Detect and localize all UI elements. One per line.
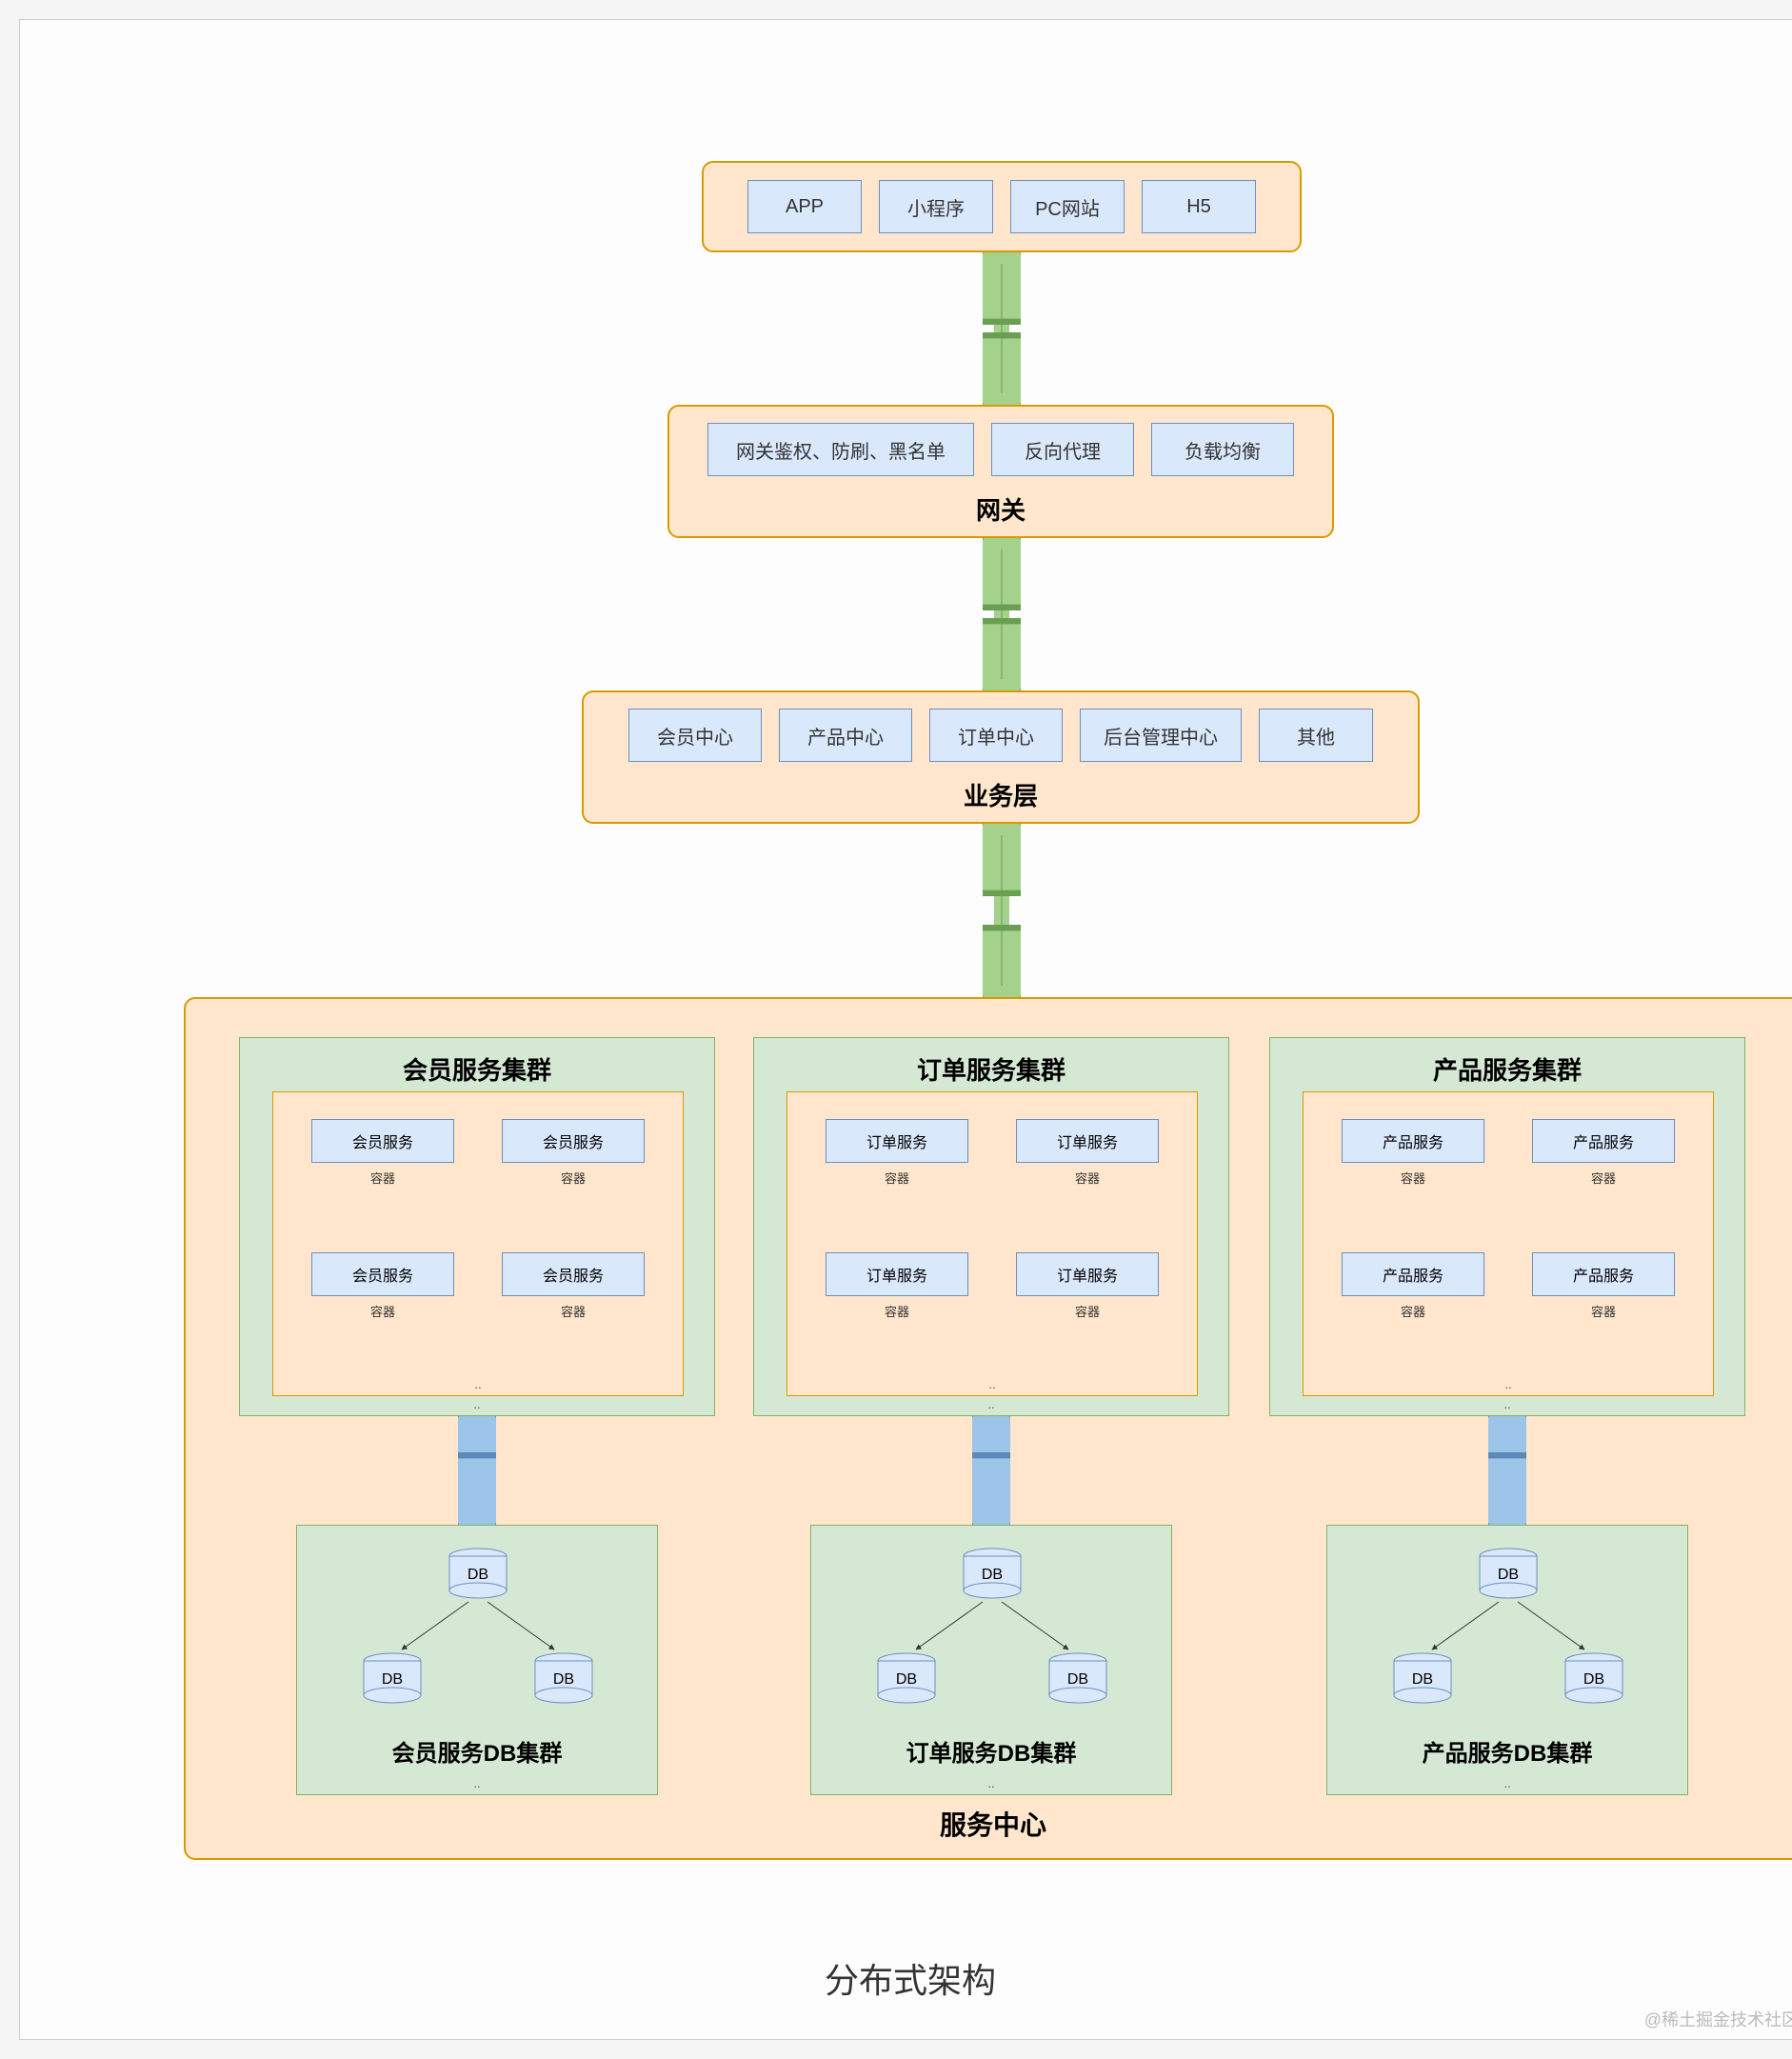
svc-box: 产品服务 (1532, 1252, 1675, 1296)
svg-text:DB: DB (1412, 1671, 1433, 1688)
svc-box: 订单服务 (1016, 1252, 1159, 1296)
db-product-title: 产品服务DB集群 (1327, 1734, 1687, 1768)
cluster-member-title: 会员服务集群 (240, 1038, 714, 1096)
svc-box: 产品服务 (1532, 1119, 1675, 1163)
svc-box: 订单服务 (826, 1119, 968, 1163)
ellipsis: .. (473, 1397, 480, 1411)
svg-text:DB: DB (1498, 1567, 1519, 1583)
db-cluster-order: DB DB DB 订单服务DB集群 .. (810, 1525, 1172, 1795)
container-label: 容器 (1532, 1169, 1675, 1187)
svg-text:DB: DB (982, 1567, 1003, 1583)
cluster-product-inner: 产品服务 容器 产品服务 容器 产品服务 容器 产品服务 容器 .. (1303, 1091, 1714, 1396)
cluster-order-title: 订单服务集群 (754, 1038, 1228, 1096)
cluster-member: 会员服务集群 会员服务 容器 会员服务 容器 会员服务 容器 会员服务 容器 .… (239, 1037, 715, 1416)
biz-order: 订单中心 (929, 709, 1063, 762)
container-label: 容器 (1342, 1302, 1484, 1320)
db-cluster-product: DB DB DB 产品服务DB集群 .. (1326, 1525, 1688, 1795)
cluster-order-inner: 订单服务 容器 订单服务 容器 订单服务 容器 订单服务 容器 .. (786, 1091, 1198, 1396)
container-label: 容器 (826, 1302, 968, 1320)
business-label: 业务层 (584, 777, 1418, 812)
container-label: 容器 (1016, 1169, 1159, 1187)
svc-box: 产品服务 (1342, 1252, 1484, 1296)
ellipsis: .. (1503, 1397, 1510, 1411)
svg-text:DB: DB (1067, 1671, 1088, 1688)
container-label: 容器 (311, 1169, 454, 1187)
cluster-product-title: 产品服务集群 (1270, 1038, 1744, 1096)
db-tree-icon: DB DB DB (1327, 1526, 1689, 1735)
biz-other: 其他 (1259, 709, 1373, 762)
cluster-product: 产品服务集群 产品服务 容器 产品服务 容器 产品服务 容器 产品服务 容器 .… (1269, 1037, 1745, 1416)
business-layer: 会员中心 产品中心 订单中心 后台管理中心 其他 业务层 (582, 690, 1420, 824)
arrow-order-db (972, 1416, 1010, 1525)
ellipsis: .. (1503, 1776, 1510, 1790)
cluster-member-inner: 会员服务 容器 会员服务 容器 会员服务 容器 会员服务 容器 .. (272, 1091, 684, 1396)
svg-text:DB: DB (468, 1567, 488, 1583)
svc-box: 订单服务 (826, 1252, 968, 1296)
client-pc: PC网站 (1010, 180, 1125, 233)
gateway-auth: 网关鉴权、防刷、黑名单 (707, 423, 974, 476)
arrow-gateway-business (983, 538, 1021, 690)
ellipsis: .. (987, 1776, 994, 1790)
ellipsis: .. (988, 1377, 995, 1391)
ellipsis: .. (474, 1377, 481, 1391)
arrow-business-service (983, 824, 1021, 997)
arrow-product-db (1488, 1416, 1526, 1525)
db-member-title: 会员服务DB集群 (297, 1734, 657, 1768)
svg-text:DB: DB (1583, 1671, 1604, 1688)
ellipsis: .. (987, 1397, 994, 1411)
arrow-clients-gateway (983, 252, 1021, 405)
container-label: 容器 (1016, 1302, 1159, 1320)
biz-admin: 后台管理中心 (1080, 709, 1242, 762)
client-h5: H5 (1142, 180, 1256, 233)
biz-member: 会员中心 (628, 709, 762, 762)
diagram-canvas: APP 小程序 PC网站 H5 网关鉴权、防刷、黑名单 反向代理 负载均衡 网关 (19, 19, 1792, 2040)
gateway-label: 网关 (669, 491, 1332, 527)
svc-box: 会员服务 (311, 1252, 454, 1296)
container-label: 容器 (826, 1169, 968, 1187)
container-label: 容器 (502, 1169, 645, 1187)
client-app: APP (747, 180, 862, 233)
ellipsis: .. (1504, 1377, 1511, 1391)
svg-text:DB: DB (553, 1671, 574, 1688)
db-cluster-member: DB DB DB 会员服务DB集群 .. (296, 1525, 658, 1795)
db-tree-icon: DB DB DB (297, 1526, 659, 1735)
gateway-proxy: 反向代理 (991, 423, 1134, 476)
svc-box: 会员服务 (502, 1119, 645, 1163)
cluster-order: 订单服务集群 订单服务 容器 订单服务 容器 订单服务 容器 订单服务 容器 .… (753, 1037, 1229, 1416)
gateway-layer: 网关鉴权、防刷、黑名单 反向代理 负载均衡 网关 (667, 405, 1334, 538)
db-tree-icon: DB DB DB (811, 1526, 1173, 1735)
watermark: @稀土掘金技术社区 (1644, 2007, 1792, 2031)
svg-text:DB: DB (896, 1671, 917, 1688)
svc-box: 会员服务 (311, 1119, 454, 1163)
clients-layer: APP 小程序 PC网站 H5 (702, 161, 1302, 252)
svg-text:DB: DB (382, 1671, 403, 1688)
arrow-member-db (458, 1416, 496, 1525)
svc-box: 会员服务 (502, 1252, 645, 1296)
container-label: 容器 (311, 1302, 454, 1320)
svc-box: 订单服务 (1016, 1119, 1159, 1163)
biz-product: 产品中心 (779, 709, 912, 762)
container-label: 容器 (1342, 1169, 1484, 1187)
client-miniprogram: 小程序 (879, 180, 993, 233)
service-center-label: 服务中心 (186, 1805, 1792, 1843)
container-label: 容器 (502, 1302, 645, 1320)
container-label: 容器 (1532, 1302, 1675, 1320)
gateway-lb: 负载均衡 (1151, 423, 1294, 476)
db-order-title: 订单服务DB集群 (811, 1734, 1171, 1768)
ellipsis: .. (473, 1776, 480, 1790)
svc-box: 产品服务 (1342, 1119, 1484, 1163)
diagram-title: 分布式架构 (825, 1953, 996, 2003)
